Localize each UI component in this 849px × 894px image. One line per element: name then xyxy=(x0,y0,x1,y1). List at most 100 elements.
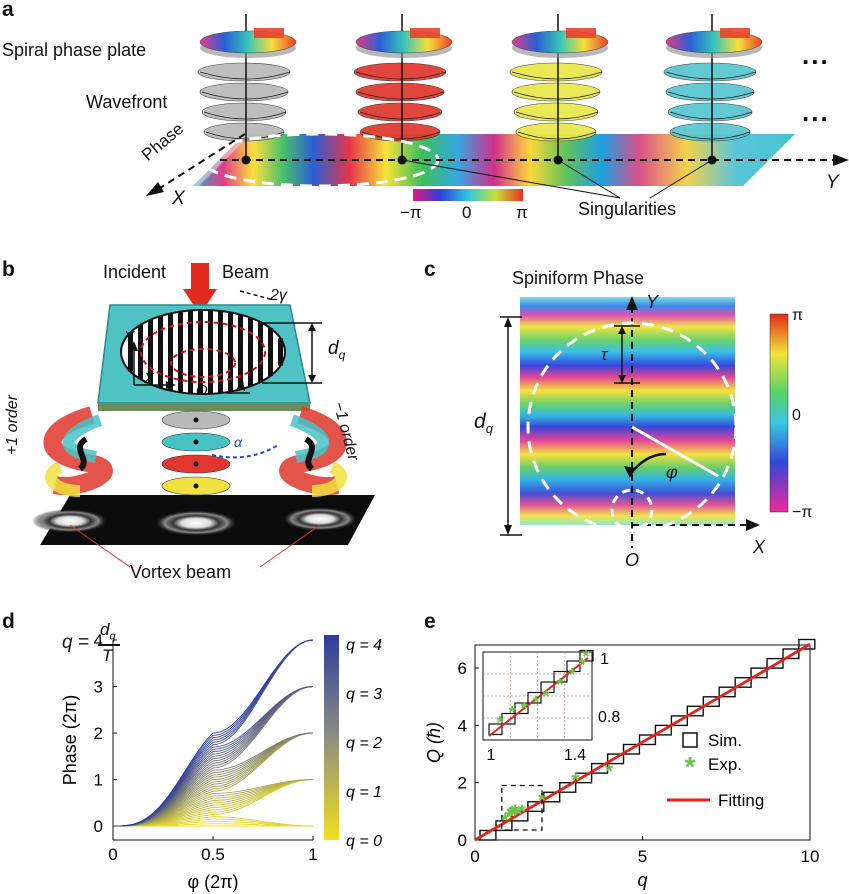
y-tick-e: 2 xyxy=(458,774,467,793)
x-tick-e: 10 xyxy=(801,847,820,866)
q-colorbar-tick: q = 2 xyxy=(346,735,382,752)
y-label-c: Y xyxy=(646,292,659,312)
sim-marker xyxy=(495,820,513,832)
phi-label-c: φ xyxy=(666,462,678,482)
inset-exp-marker: * xyxy=(578,655,585,675)
panel-a-figure xyxy=(146,14,849,201)
y-tick-e: 6 xyxy=(458,659,467,678)
formula-lhs: q = xyxy=(62,632,89,653)
sim-marker xyxy=(527,801,545,813)
inset-sim-marker xyxy=(566,660,581,673)
phase-strip xyxy=(193,134,795,186)
panel-label-e: e xyxy=(424,610,436,633)
wavefront-helix-3 xyxy=(509,14,603,160)
colorbar-a-max: π xyxy=(516,203,528,222)
q-colorbar-tick: q = 4 xyxy=(346,637,382,654)
grating-stripe xyxy=(228,312,233,392)
inset-x-tick: 1 xyxy=(487,747,496,764)
inset-sim-marker xyxy=(527,691,542,704)
q-colorbar-tick: q = 3 xyxy=(346,686,382,703)
vortex-beam-label: Vortex beam xyxy=(130,562,232,582)
sim-marker xyxy=(798,638,816,650)
legend-exp-label: Exp. xyxy=(708,755,742,774)
x-tick-d: 0.5 xyxy=(201,845,225,864)
y-tick-d: 2 xyxy=(94,724,103,743)
grating-stripe xyxy=(168,313,173,391)
spiniform-phase-map xyxy=(520,297,735,525)
sim-marker xyxy=(686,705,704,717)
q-colorbar-tick: q = 0 xyxy=(346,833,382,850)
exp-marker: * xyxy=(518,801,526,823)
x-axis-label-a: X xyxy=(172,188,185,209)
alpha-label: α xyxy=(234,434,242,450)
inset-y-tick: 1 xyxy=(600,651,609,668)
colorbar-a-mid: 0 xyxy=(462,203,472,222)
y-tick-d: 4 xyxy=(94,631,103,650)
wavefront-helix-2 xyxy=(353,14,447,160)
grating-stripe xyxy=(208,310,213,394)
inset-exp-marker: * xyxy=(508,703,515,723)
phase-curve xyxy=(113,639,314,827)
inset-sim-marker xyxy=(540,681,555,694)
spiniform-title: Spiniform Phase xyxy=(512,268,645,288)
origin-label-c: O xyxy=(625,550,640,570)
q-colorbar-tick: q = 1 xyxy=(346,784,382,801)
exp-marker: * xyxy=(506,804,514,826)
inset-sim-marker xyxy=(553,670,568,683)
sim-marker xyxy=(702,696,720,708)
q-colorbar xyxy=(324,635,339,840)
sim-marker xyxy=(638,734,657,746)
sim-marker xyxy=(750,667,768,679)
exp-marker: * xyxy=(572,770,580,792)
inset-y-tick: 0.8 xyxy=(598,709,620,726)
inset-fitting-line xyxy=(488,657,589,737)
sim-marker xyxy=(766,657,784,669)
x-axis-label-e: q xyxy=(637,870,647,890)
sim-marker xyxy=(622,743,641,755)
y-axis-label-e: Q (ħ) xyxy=(424,722,444,763)
y-axis-arrow xyxy=(833,154,849,166)
sim-marker xyxy=(559,781,577,793)
exp-marker: * xyxy=(510,806,518,828)
grating-stripe xyxy=(248,317,253,387)
singularities-label: Singularities xyxy=(578,199,677,219)
sim-marker xyxy=(670,715,688,727)
helix-plus-one xyxy=(43,406,113,497)
ellipsis-bottom: ... xyxy=(802,97,830,127)
legend-sim-marker xyxy=(682,732,698,748)
exp-marker: * xyxy=(501,810,509,832)
x-axis-arrow xyxy=(146,182,164,196)
spiral-phase-plate-3 xyxy=(511,28,609,58)
spiral-plate-label: Spiral phase plate xyxy=(2,40,147,60)
sim-marker xyxy=(511,810,529,822)
dq-label-c: dq xyxy=(474,410,493,437)
x-label-b: X xyxy=(144,370,155,387)
panel-b-figure xyxy=(32,263,375,568)
x-tick-d: 1 xyxy=(308,845,317,864)
y-tick-d: 3 xyxy=(94,678,103,697)
panel-label-a: a xyxy=(2,0,14,21)
phase-colorbar-a xyxy=(413,189,523,201)
phase-colorbar-c xyxy=(769,313,789,513)
x-tick-d: 0 xyxy=(108,845,117,864)
grating-stripe xyxy=(148,319,153,385)
panel-label-d: d xyxy=(2,610,15,633)
incident-beam-arrow xyxy=(183,289,217,315)
y-tick-e: 0 xyxy=(458,831,467,850)
formula-bar xyxy=(98,644,120,646)
inset-exp-marker: * xyxy=(520,699,527,719)
wavefront-helix-1 xyxy=(197,14,291,160)
sim-marker xyxy=(654,724,672,736)
exp-marker: * xyxy=(605,761,613,783)
beam-label: Beam xyxy=(222,262,270,282)
y-tick-d: 1 xyxy=(94,771,103,790)
exp-marker: * xyxy=(505,807,513,829)
inset-exp-marker: * xyxy=(582,647,589,667)
x-tick-e: 0 xyxy=(470,847,479,866)
sim-marker xyxy=(734,676,752,688)
formula-denominator: T xyxy=(102,646,113,665)
colorbar-c-min: −π xyxy=(792,504,813,521)
panel-d-chart: 0 1 2 3 4 0 0.5 1 φ (2π) Phase (2π) q = 4 q = 3 q = … xyxy=(60,631,382,892)
origin-label-b: O xyxy=(196,382,208,399)
